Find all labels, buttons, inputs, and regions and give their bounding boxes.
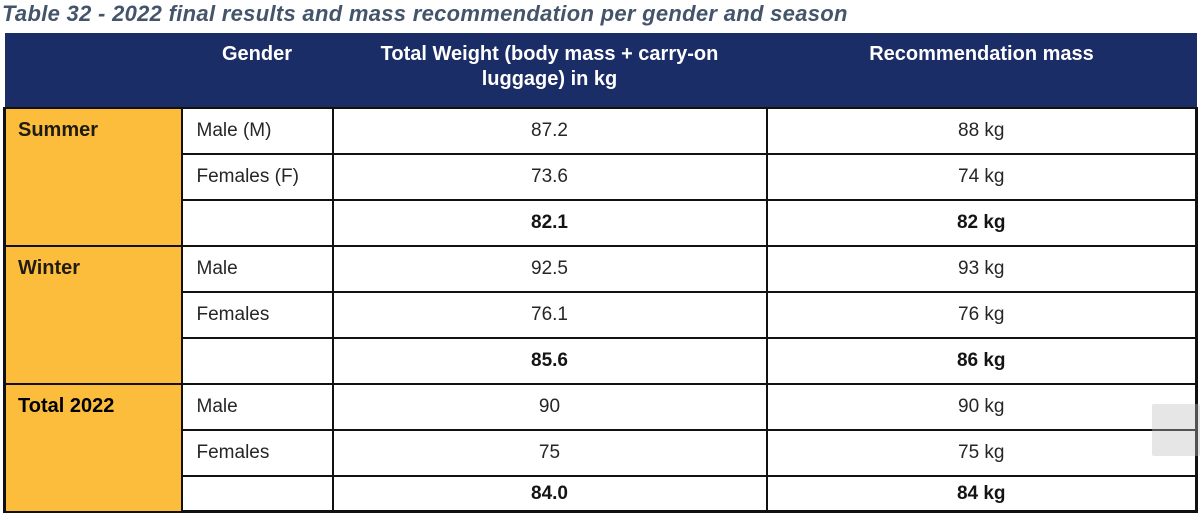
results-table: Gender Total Weight (body mass + carry-o… xyxy=(3,33,1198,513)
gender-cell: Male (M) xyxy=(180,107,334,155)
summary-row: 85.6 86 kg xyxy=(5,337,1198,385)
weight-cell: 75 xyxy=(331,429,768,477)
recommendation-cell: 76 kg xyxy=(765,291,1198,339)
gender-cell: Male xyxy=(180,383,334,431)
gender-cell: Male xyxy=(180,245,334,293)
recommendation-cell: 75 kg xyxy=(765,429,1198,477)
table-caption: Table 32 - 2022 final results and mass r… xyxy=(2,1,848,26)
gender-cell xyxy=(180,337,334,385)
weight-cell: 76.1 xyxy=(331,291,768,339)
weight-cell: 87.2 xyxy=(331,107,768,155)
recommendation-cell: 82 kg xyxy=(765,199,1198,247)
gender-cell: Females xyxy=(180,429,334,477)
gender-cell: Females (F) xyxy=(180,153,334,201)
table-row: Summer Male (M) 87.2 88 kg xyxy=(3,107,1198,247)
weight-cell: 85.6 xyxy=(331,337,768,385)
header-gender: Gender xyxy=(181,33,333,109)
table-row: Total 2022 Male 90 90 kg xyxy=(3,383,1198,513)
table-row: Winter Male 92.5 93 kg xyxy=(3,245,1198,385)
table-row: Females 75 75 kg xyxy=(5,429,1198,477)
season-cell-winter: Winter xyxy=(3,245,183,385)
table-row: Females (F) 73.6 74 kg xyxy=(5,153,1198,201)
gender-cell xyxy=(180,199,334,247)
scrollbar-thumb[interactable] xyxy=(1152,404,1200,456)
season-cell-total-2022: Total 2022 xyxy=(3,383,183,513)
gender-cell xyxy=(180,475,334,513)
gender-cell: Females xyxy=(180,291,334,339)
weight-cell: 82.1 xyxy=(331,199,768,247)
recommendation-cell: 90 kg xyxy=(765,383,1198,431)
weight-cell: 92.5 xyxy=(331,245,768,293)
weight-cell: 84.0 xyxy=(331,475,768,513)
table-row: Females 76.1 76 kg xyxy=(5,291,1198,339)
recommendation-cell: 86 kg xyxy=(765,337,1198,385)
weight-cell: 73.6 xyxy=(331,153,768,201)
header-row: Gender Total Weight (body mass + carry-o… xyxy=(4,33,1197,109)
summary-row: 82.1 82 kg xyxy=(5,199,1198,247)
header-weight-label: Total Weight (body mass + carry-on lugga… xyxy=(380,43,719,90)
summary-row: 84.0 84 kg xyxy=(5,475,1198,513)
recommendation-cell: 84 kg xyxy=(765,475,1198,513)
recommendation-cell: 88 kg xyxy=(765,107,1198,155)
recommendation-cell: 74 kg xyxy=(765,153,1198,201)
header-season xyxy=(4,33,182,109)
header-recommendation: Recommendation mass xyxy=(766,33,1197,109)
season-cell-summer: Summer xyxy=(3,107,183,247)
weight-cell: 90 xyxy=(331,383,768,431)
header-weight: Total Weight (body mass + carry-on lugga… xyxy=(332,33,767,109)
recommendation-cell: 93 kg xyxy=(765,245,1198,293)
